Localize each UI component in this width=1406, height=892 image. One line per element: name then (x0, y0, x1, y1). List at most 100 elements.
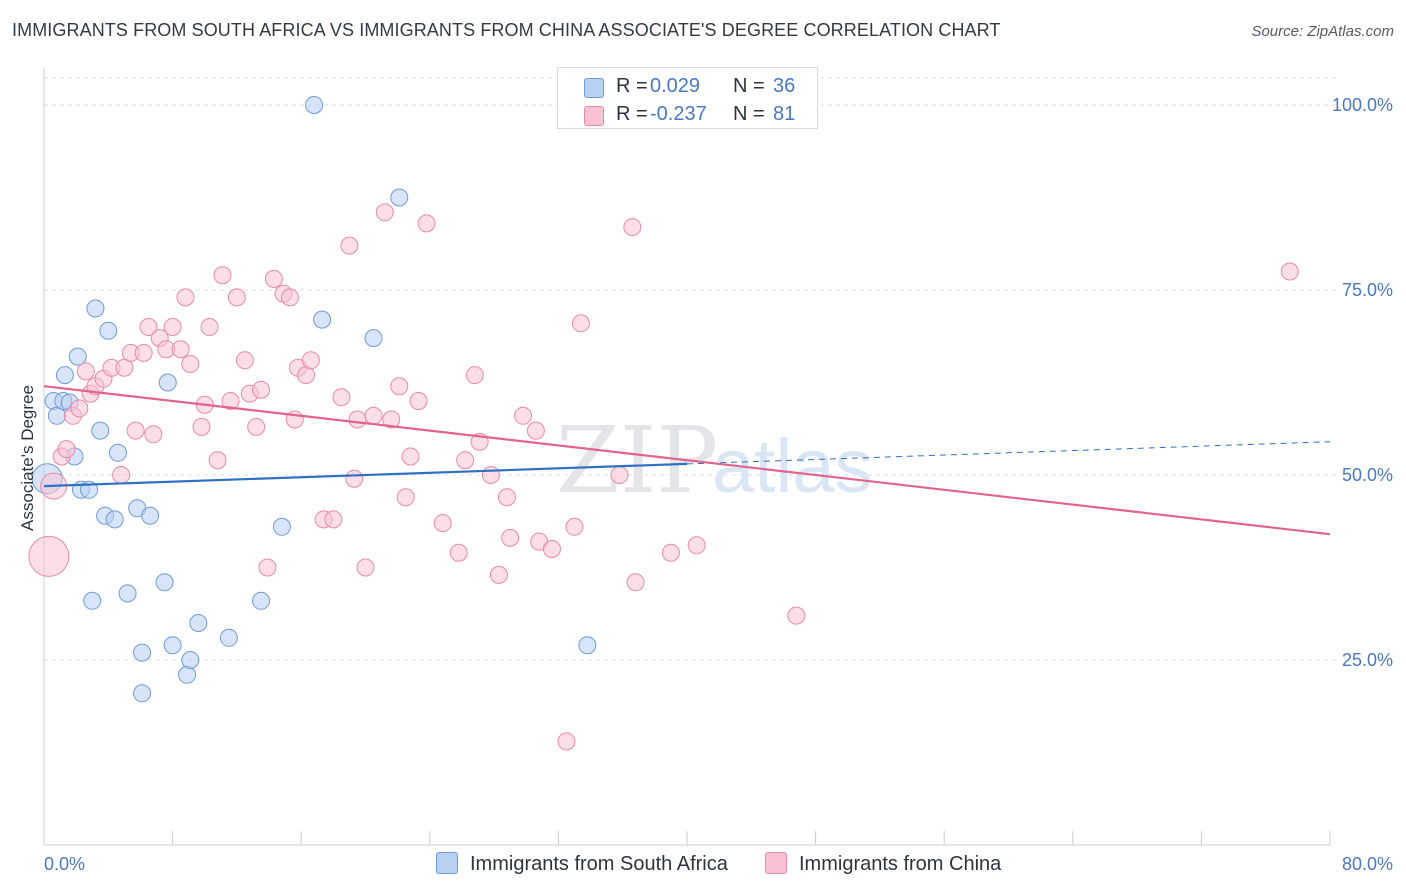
legend-swatch-pink (765, 852, 787, 874)
point-china (280, 288, 299, 307)
point-south-africa (55, 366, 74, 385)
point-south-africa (133, 684, 152, 703)
point-china (345, 469, 364, 488)
point-china (401, 447, 420, 466)
correlation-legend: R = 0.029 N = 36 R = -0.237 N = 81 (557, 67, 818, 129)
point-china (417, 214, 436, 233)
point-china (375, 203, 394, 222)
point-china (456, 451, 475, 470)
point-china (356, 558, 375, 577)
point-china (208, 451, 227, 470)
point-china (134, 343, 153, 362)
point-south-africa (272, 517, 291, 536)
point-china (1280, 262, 1299, 281)
point-china (301, 351, 320, 370)
point-china (396, 488, 415, 507)
point-china (787, 606, 806, 625)
point-china (433, 514, 452, 533)
point-china (623, 218, 642, 237)
point-south-africa (118, 584, 137, 603)
point-china (221, 392, 240, 410)
point-china (626, 573, 645, 592)
point-china (501, 528, 520, 547)
point-china (176, 288, 195, 307)
point-china (112, 466, 131, 484)
point-south-africa (578, 636, 597, 655)
point-south-africa (219, 628, 238, 647)
legend-n-label: N = (733, 103, 765, 125)
y-tick-label: 75.0% (1342, 280, 1393, 300)
point-china (489, 565, 508, 584)
point-china (661, 543, 680, 562)
point-china (115, 358, 134, 377)
point-china (264, 269, 283, 288)
point-south-africa (178, 665, 197, 684)
point-china (324, 510, 343, 529)
point-south-africa (133, 643, 152, 662)
point-south-africa (141, 506, 160, 525)
legend-label-china: Immigrants from China (799, 853, 1002, 875)
point-china (542, 540, 561, 558)
point-south-africa (68, 347, 87, 366)
point-china (348, 410, 367, 429)
chart-source: Source: ZipAtlas.com (1251, 23, 1394, 40)
y-axis-label: Associate's Degree (18, 385, 37, 531)
y-tick-label: 25.0% (1342, 650, 1393, 670)
chart-title: IMMIGRANTS FROM SOUTH AFRICA VS IMMIGRAN… (12, 20, 1001, 40)
y-tick-label: 50.0% (1342, 465, 1393, 485)
legend-swatch-pink (584, 106, 604, 126)
x-tick-label: 0.0% (44, 854, 85, 874)
point-china (126, 421, 145, 440)
point-china (364, 406, 383, 425)
legend-r-value: 0.029 (650, 75, 701, 97)
legend-label-south-africa: Immigrants from South Africa (470, 853, 728, 875)
trendline-south-africa (43, 462, 688, 488)
point-south-africa (155, 573, 174, 592)
point-china (497, 488, 516, 507)
point-china (687, 536, 706, 555)
legend-item-south-africa: Immigrants from South Africa (436, 852, 728, 876)
point-south-africa (158, 373, 177, 392)
point-south-africa (163, 636, 182, 655)
point-south-africa (364, 329, 383, 348)
point-china (332, 388, 351, 407)
trend-layer (43, 385, 1331, 536)
watermark: ZIP atlas (556, 407, 873, 514)
point-china (449, 543, 468, 562)
point-china (409, 392, 428, 410)
point-china (181, 355, 200, 373)
legend-n-value: 81 (773, 103, 796, 125)
point-china (227, 288, 246, 307)
point-china (57, 440, 76, 459)
point-china (382, 410, 401, 429)
point-south-africa (181, 651, 200, 669)
point-south-africa (305, 96, 324, 114)
point-china (390, 377, 409, 396)
legend-n-label: N = (733, 75, 765, 97)
legend-row-south-africa: R = 0.029 N = 36 (558, 72, 817, 102)
trendline-china (43, 385, 1331, 536)
point-china (610, 466, 629, 484)
legend-row-china: R = -0.237 N = 81 (558, 100, 817, 130)
point-south-africa (99, 321, 118, 340)
legend-r-label: R = (616, 103, 648, 125)
point-china (514, 406, 533, 425)
legend-n-value: 36 (773, 75, 796, 97)
point-china (192, 417, 211, 436)
trendline-south-africa-extension (686, 441, 1331, 465)
legend-r-label: R = (616, 75, 648, 97)
point-china (213, 266, 232, 285)
point-china (144, 425, 163, 444)
point-china (247, 417, 266, 436)
point-china (526, 421, 545, 440)
point-south-africa (189, 614, 208, 632)
point-china (139, 318, 158, 336)
point-south-africa (313, 310, 332, 329)
point-south-africa (86, 299, 105, 318)
point-china (258, 558, 277, 577)
point-south-africa (83, 591, 102, 610)
ticks-layer: 25.0% 50.0% 75.0% 100.0% 0.0% 80.0% (44, 95, 1393, 874)
legend-swatch-blue (584, 78, 604, 98)
point-south-africa (108, 443, 127, 462)
